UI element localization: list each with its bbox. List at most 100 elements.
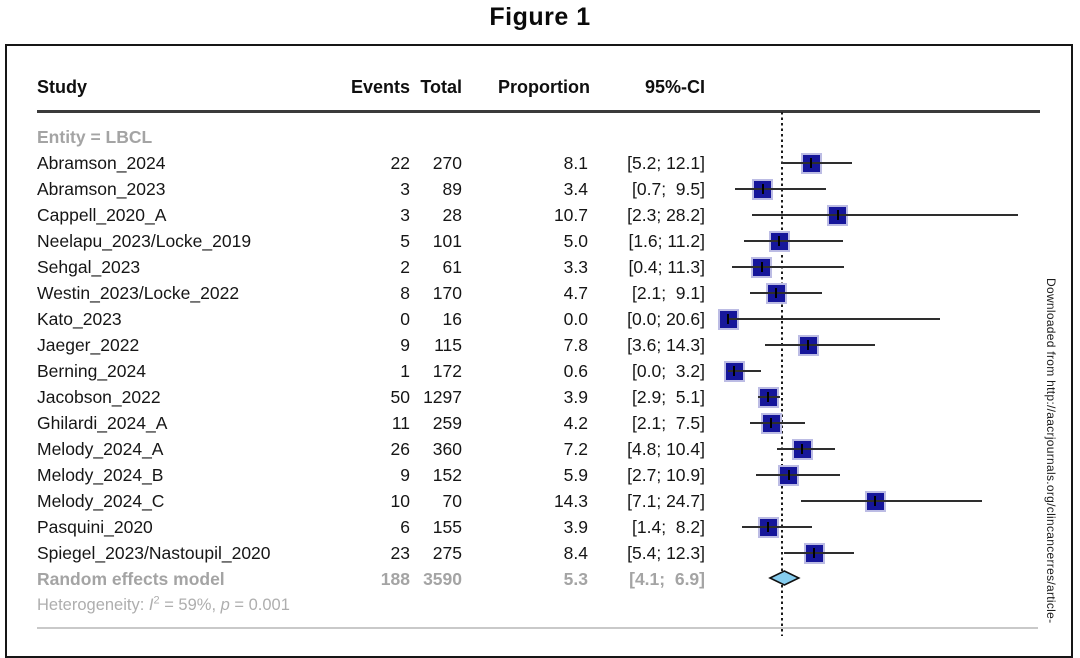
total-value: 259 bbox=[432, 413, 462, 433]
watermark-text: Downloaded from http://aacrjournals.org/… bbox=[1044, 278, 1058, 624]
ci-line bbox=[781, 162, 853, 164]
group-label: Entity = LBCL bbox=[37, 127, 153, 147]
proportion-value: 5.0 bbox=[563, 231, 588, 251]
events-value: 11 bbox=[391, 413, 410, 433]
ci-line bbox=[777, 448, 835, 450]
events-value: 22 bbox=[390, 153, 410, 173]
proportion-value: 8.4 bbox=[563, 543, 588, 563]
proportion-value: 10.7 bbox=[553, 205, 588, 225]
proportion-value: 0.6 bbox=[563, 361, 588, 381]
ci-line bbox=[735, 188, 826, 190]
heterogeneity-note: Heterogeneity: I2 = 59%, p = 0.001 bbox=[37, 594, 290, 614]
events-value: 10 bbox=[390, 491, 410, 511]
study-name: Jacobson_2022 bbox=[37, 387, 161, 407]
estimate-tick bbox=[727, 314, 729, 324]
proportion-value: 4.2 bbox=[563, 413, 588, 433]
ci-value: [2.7; 10.9] bbox=[627, 465, 705, 485]
events-value: 3 bbox=[400, 179, 410, 199]
total-value: 275 bbox=[432, 543, 462, 563]
total-value: 152 bbox=[432, 465, 462, 485]
study-name: Abramson_2023 bbox=[37, 179, 166, 199]
summary-diamond-shape bbox=[768, 570, 801, 586]
ci-value: [0.0; 20.6] bbox=[627, 309, 705, 329]
events-value: 23 bbox=[390, 543, 410, 563]
ci-line bbox=[728, 318, 940, 320]
proportion-value: 7.2 bbox=[563, 439, 588, 459]
proportion-value: 0.0 bbox=[563, 309, 588, 329]
ci-line bbox=[751, 214, 1018, 216]
total-value: 16 bbox=[442, 309, 462, 329]
estimate-tick bbox=[775, 288, 778, 298]
summary-proportion: 5.3 bbox=[563, 569, 588, 589]
ci-line bbox=[800, 500, 982, 502]
study-name: Kato_2023 bbox=[37, 309, 122, 329]
ci-value: [2.3; 28.2] bbox=[627, 205, 705, 225]
ci-value: [4.8; 10.4] bbox=[627, 439, 705, 459]
ci-line bbox=[749, 292, 822, 294]
events-value: 9 bbox=[400, 465, 410, 485]
summary-diamond bbox=[768, 570, 801, 586]
events-value: 5 bbox=[400, 231, 410, 251]
study-name: Jaeger_2022 bbox=[37, 335, 140, 355]
estimate-tick bbox=[810, 158, 813, 168]
ci-value: [0.0; 3.2] bbox=[632, 361, 705, 381]
proportion-value: 3.9 bbox=[563, 517, 588, 537]
study-name: Ghilardi_2024_A bbox=[37, 413, 168, 433]
total-value: 1297 bbox=[423, 387, 462, 407]
summary-ci: [4.1; 6.9] bbox=[629, 569, 705, 589]
estimate-tick bbox=[767, 392, 770, 402]
ci-line bbox=[744, 240, 844, 242]
ci-line bbox=[755, 474, 841, 476]
proportion-value: 7.8 bbox=[563, 335, 588, 355]
events-value: 6 bbox=[400, 517, 410, 537]
ci-value: [3.6; 14.3] bbox=[627, 335, 705, 355]
study-name: Westin_2023/Locke_2022 bbox=[37, 283, 240, 303]
estimate-tick bbox=[733, 366, 736, 376]
proportion-value: 3.3 bbox=[563, 257, 588, 277]
study-name: Melody_2024_A bbox=[37, 439, 164, 459]
figure-title: Figure 1 bbox=[489, 3, 591, 31]
estimate-tick bbox=[770, 418, 773, 428]
ci-value: [5.2; 12.1] bbox=[627, 153, 705, 173]
column-header-study: Study bbox=[37, 77, 88, 97]
ci-value: [0.7; 9.5] bbox=[632, 179, 705, 199]
ci-line bbox=[728, 370, 761, 372]
estimate-tick bbox=[836, 210, 839, 220]
proportion-value: 4.7 bbox=[563, 283, 588, 303]
summary-events: 188 bbox=[380, 569, 410, 589]
events-value: 0 bbox=[400, 309, 410, 329]
estimate-tick bbox=[874, 496, 876, 506]
study-name: Pasquini_2020 bbox=[37, 517, 153, 537]
total-value: 170 bbox=[432, 283, 462, 303]
ci-value: [1.6; 11.2] bbox=[628, 231, 705, 251]
column-header-total: Total bbox=[420, 77, 462, 97]
proportion-value: 14.3 bbox=[553, 491, 588, 511]
estimate-tick bbox=[760, 262, 763, 272]
summary-total: 3590 bbox=[423, 569, 462, 589]
ci-value: [5.4; 12.3] bbox=[627, 543, 705, 563]
events-value: 26 bbox=[390, 439, 410, 459]
events-value: 3 bbox=[400, 205, 410, 225]
bottom-rule bbox=[37, 627, 1038, 629]
ci-line bbox=[757, 396, 781, 398]
events-value: 2 bbox=[400, 257, 410, 277]
column-header-ci: 95%-CI bbox=[644, 77, 705, 97]
ci-value: [1.4; 8.2] bbox=[632, 517, 705, 537]
estimate-tick bbox=[767, 522, 770, 532]
ci-value: [7.1; 24.7] bbox=[627, 491, 705, 511]
ci-value: [2.1; 9.1] bbox=[632, 283, 705, 303]
events-value: 9 bbox=[400, 335, 410, 355]
ci-value: [2.9; 5.1] bbox=[632, 387, 705, 407]
study-name: Cappell_2020_A bbox=[37, 205, 167, 225]
events-value: 8 bbox=[400, 283, 410, 303]
summary-study: Random effects model bbox=[37, 569, 225, 589]
ci-line bbox=[732, 266, 845, 268]
proportion-value: 5.9 bbox=[563, 465, 588, 485]
proportion-value: 3.9 bbox=[563, 387, 588, 407]
total-value: 115 bbox=[434, 335, 462, 355]
estimate-tick bbox=[813, 548, 816, 558]
header-rule bbox=[37, 110, 1040, 113]
estimate-tick bbox=[801, 444, 804, 454]
total-value: 270 bbox=[432, 153, 462, 173]
estimate-tick bbox=[761, 184, 764, 194]
